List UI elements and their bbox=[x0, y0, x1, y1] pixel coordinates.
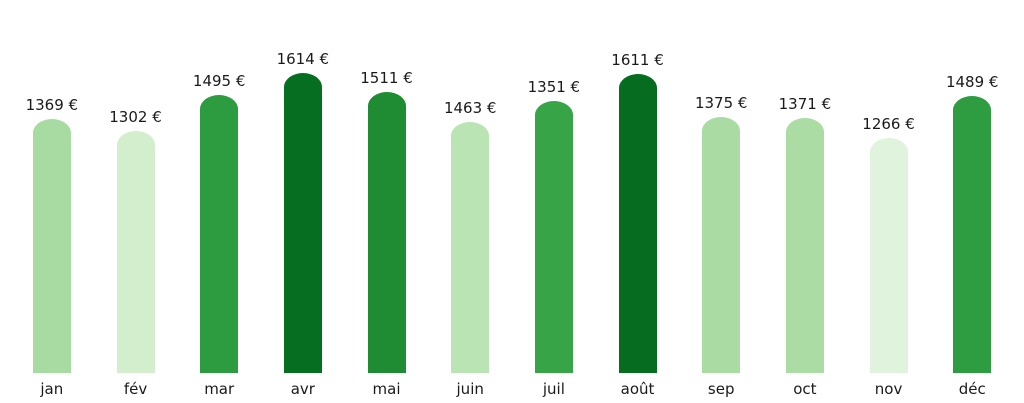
bar-column: 1511 € mai bbox=[345, 69, 429, 403]
bar-column: 1266 € nov bbox=[847, 115, 931, 403]
bar bbox=[116, 131, 155, 373]
bar-column: 1489 € déc bbox=[930, 73, 1014, 403]
category-label: oct bbox=[793, 380, 817, 398]
bar bbox=[283, 73, 322, 373]
bar bbox=[702, 117, 741, 373]
category-label: fév bbox=[123, 380, 148, 398]
bar bbox=[200, 95, 239, 373]
bar-column: 1375 € sep bbox=[679, 94, 763, 403]
category-label: déc bbox=[958, 380, 986, 398]
bar-value-label: 1375 € bbox=[694, 94, 748, 112]
bar bbox=[534, 101, 573, 373]
bar-column: 1611 € août bbox=[596, 51, 680, 403]
category-label: avr bbox=[290, 380, 315, 398]
bar bbox=[785, 118, 824, 373]
category-label: août bbox=[620, 380, 655, 398]
category-label: sep bbox=[707, 380, 735, 398]
bar-column: 1302 € fév bbox=[94, 108, 178, 403]
category-label: mar bbox=[204, 380, 235, 398]
bar-column: 1495 € mar bbox=[177, 72, 261, 403]
category-label: nov bbox=[874, 380, 903, 398]
bar-value-label: 1369 € bbox=[25, 96, 79, 114]
bar bbox=[869, 138, 908, 373]
bar-value-label: 1302 € bbox=[109, 108, 162, 126]
category-label: jan bbox=[40, 380, 64, 398]
bar-value-label: 1266 € bbox=[862, 115, 915, 133]
bar-column: 1614 € avr bbox=[261, 50, 345, 403]
bar bbox=[367, 92, 406, 373]
bar-value-label: 1351 € bbox=[527, 78, 581, 96]
category-label: juin bbox=[456, 380, 484, 398]
bar-value-label: 1489 € bbox=[945, 73, 999, 91]
category-label: juil bbox=[542, 380, 565, 398]
bar-value-label: 1611 € bbox=[611, 51, 664, 69]
bar-value-label: 1614 € bbox=[276, 50, 330, 68]
bar bbox=[32, 119, 71, 373]
bar-value-label: 1371 € bbox=[778, 95, 832, 113]
bar-value-label: 1463 € bbox=[443, 99, 497, 117]
bar bbox=[451, 122, 490, 373]
bar bbox=[953, 96, 992, 373]
category-label: mai bbox=[372, 380, 401, 398]
bar-column: 1351 € juil bbox=[512, 78, 596, 403]
bar-column: 1369 € jan bbox=[10, 96, 94, 403]
bar-value-label: 1495 € bbox=[192, 72, 246, 90]
bar-column: 1463 € juin bbox=[428, 99, 512, 403]
bar bbox=[618, 74, 657, 373]
bar-column: 1371 € oct bbox=[763, 95, 847, 403]
bar-value-label: 1511 € bbox=[360, 69, 413, 87]
